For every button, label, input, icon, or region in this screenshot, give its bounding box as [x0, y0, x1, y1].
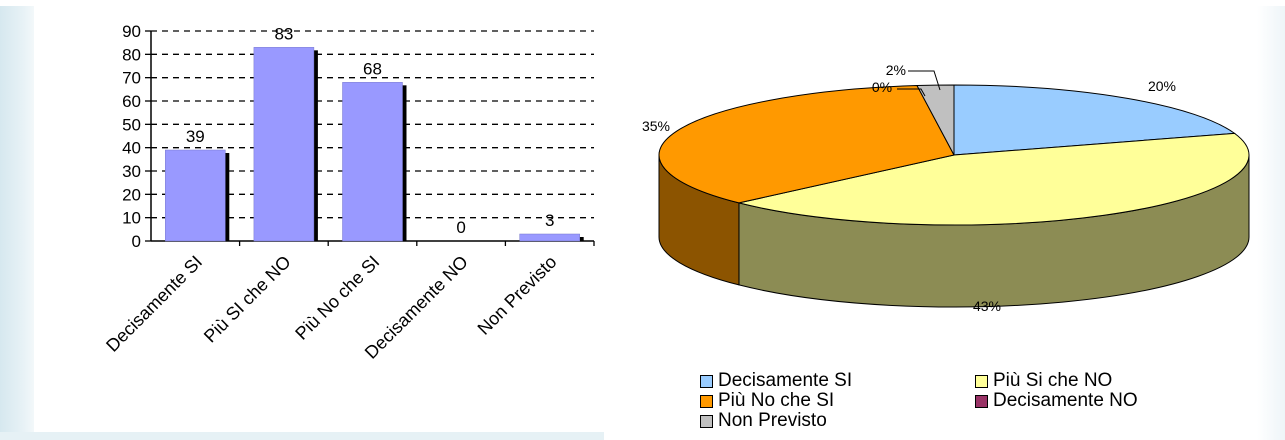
legend-label: Non Previsto: [718, 410, 827, 431]
legend-item-piu-si-che-no: Più Si che NO: [975, 371, 1112, 391]
pie-data-label: 0%: [872, 79, 892, 95]
x-category-label: Non Previsto: [474, 252, 561, 339]
pie-data-label: 43%: [973, 298, 1001, 314]
legend-label: Decisamente SI: [718, 370, 853, 391]
legend-label: Decisamente NO: [993, 390, 1138, 411]
bar-data-label: 3: [545, 211, 554, 230]
y-tick-label: 40: [122, 139, 141, 158]
left-decorative-band: [0, 0, 34, 440]
bar: [165, 149, 226, 242]
bar-data-label: 0: [456, 218, 465, 237]
legend-swatch: [700, 414, 713, 428]
y-tick-label: 10: [122, 209, 141, 228]
legend-swatch: [700, 374, 713, 388]
y-tick-label: 70: [122, 69, 141, 88]
bar-data-label: 68: [363, 59, 382, 78]
legend-label: Più No che SI: [718, 390, 835, 411]
leader-line: [908, 70, 941, 91]
x-category-label: Decisamente SI: [102, 252, 206, 356]
legend-swatch: [975, 394, 988, 408]
pie-data-label: 2%: [886, 62, 906, 78]
top-strip: [0, 0, 1285, 6]
y-tick-label: 90: [122, 22, 141, 41]
pie-slice: [916, 84, 955, 156]
bottom-decorative-band: [0, 432, 604, 440]
pie-legend: Decisamente SI Più Si che NO Più No che …: [700, 371, 1260, 437]
bar: [519, 233, 580, 242]
bar: [342, 82, 403, 242]
y-tick-label: 30: [122, 162, 141, 181]
x-category-label: Più SI che NO: [200, 252, 295, 347]
y-tick-label: 20: [122, 185, 141, 204]
legend-swatch: [975, 374, 988, 388]
pie-slice: [738, 132, 1250, 226]
x-category-label: Più No che SI: [291, 252, 383, 344]
y-tick-label: 80: [122, 45, 141, 64]
right-decorative-band: [1257, 0, 1285, 440]
y-tick-label: 60: [122, 92, 141, 111]
legend-item-non-previsto: Non Previsto: [700, 411, 827, 431]
legend-item-decisamente-si: Decisamente SI: [700, 371, 852, 391]
pie-slice: [658, 85, 955, 204]
legend-label: Più Si che NO: [993, 370, 1113, 391]
y-tick-label: 0: [132, 232, 141, 251]
legend-swatch: [700, 394, 713, 408]
leader-line: [897, 88, 926, 97]
legend-item-piu-no-che-si: Più No che SI: [700, 391, 834, 411]
pie-data-label: 35%: [642, 118, 670, 134]
pie-slice: [953, 84, 1236, 156]
bar: [253, 47, 315, 242]
y-tick-label: 50: [122, 115, 141, 134]
bar-data-label: 39: [186, 127, 205, 146]
legend-item-decisamente-no: Decisamente NO: [975, 391, 1138, 411]
bar-data-label: 83: [274, 24, 293, 43]
pie-data-label: 20%: [1148, 78, 1176, 94]
pie-chart: 20% 43% 35% 0%2%: [642, 62, 1250, 314]
